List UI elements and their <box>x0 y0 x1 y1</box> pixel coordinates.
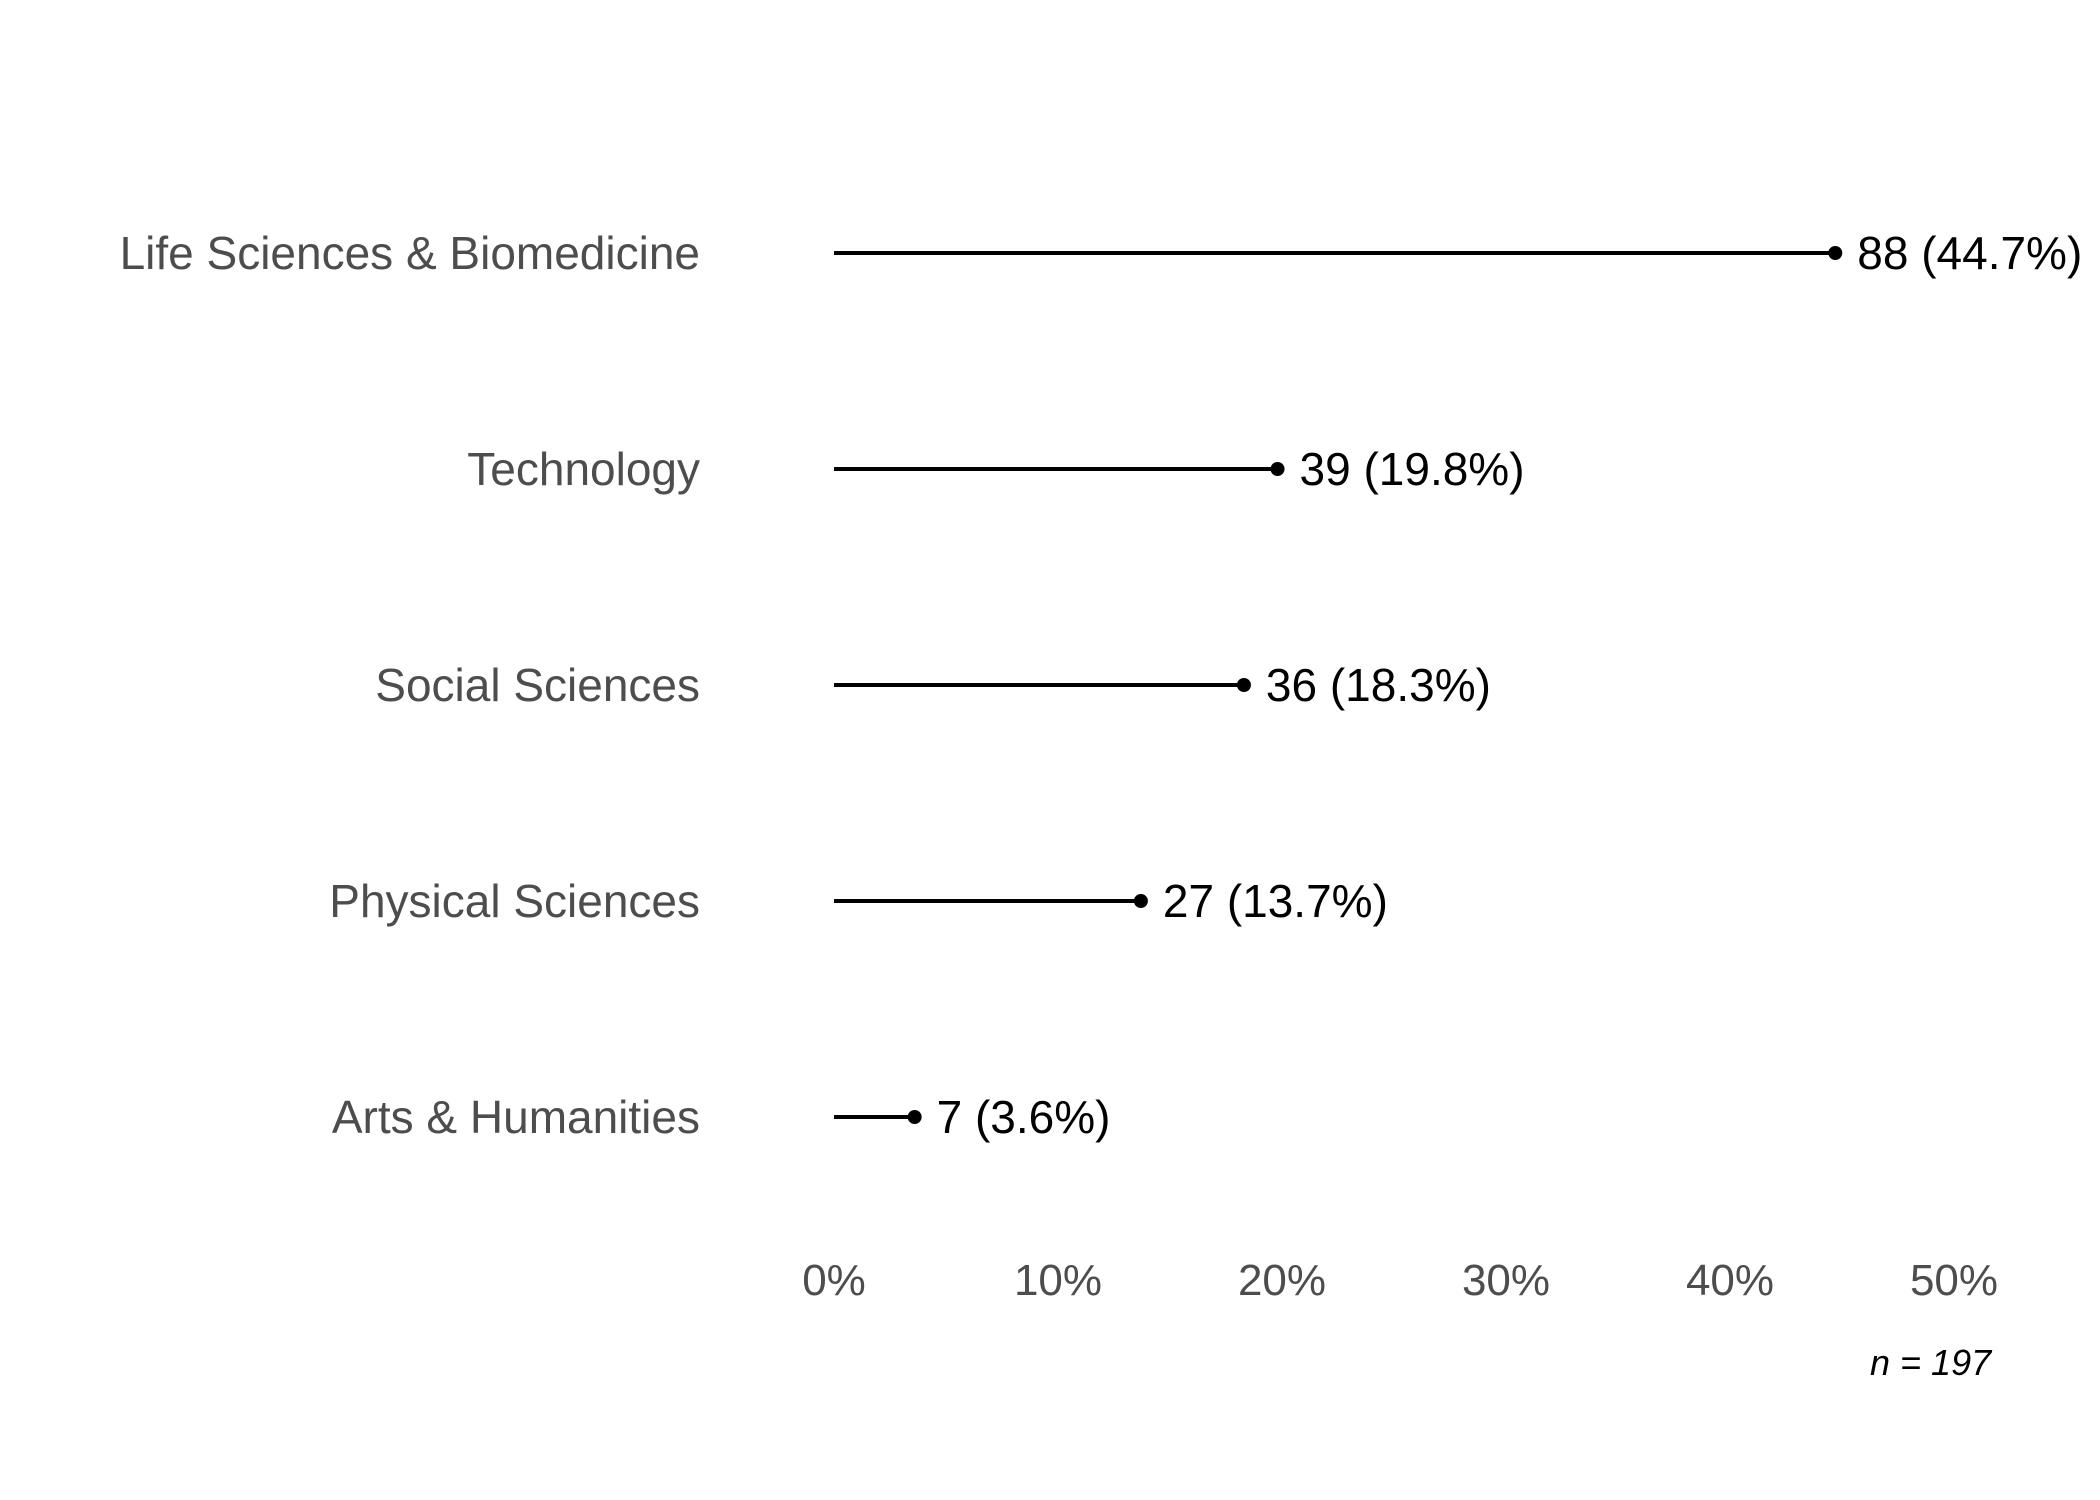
lollipop-point-life-sciences-and-biomedicine <box>1828 246 1843 260</box>
x-tick-label-40: 40% <box>1686 1256 1774 1305</box>
x-tick-label-0: 0% <box>802 1256 866 1305</box>
value-label-physical-sciences: 27 (13.7%) <box>1163 875 1388 927</box>
lollipop-point-technology <box>1270 462 1285 476</box>
x-tick-label-20: 20% <box>1238 1256 1326 1305</box>
value-label-social-sciences: 36 (18.3%) <box>1266 659 1491 711</box>
value-label-arts-and-humanities: 7 (3.6%) <box>937 1091 1111 1143</box>
lollipop-point-arts-and-humanities <box>907 1110 922 1124</box>
x-tick-label-50: 50% <box>1910 1256 1998 1305</box>
value-label-technology: 39 (19.8%) <box>1300 443 1525 495</box>
category-label-arts-and-humanities: Arts & Humanities <box>332 1091 700 1143</box>
x-tick-label-30: 30% <box>1462 1256 1550 1305</box>
value-label-life-sciences-and-biomedicine: 88 (44.7%) <box>1857 227 2082 279</box>
x-tick-label-10: 10% <box>1014 1256 1102 1305</box>
category-label-social-sciences: Social Sciences <box>375 659 700 711</box>
category-label-physical-sciences: Physical Sciences <box>329 875 700 927</box>
chart-rows: Life Sciences & Biomedicine 88 (44.7%) Tec… <box>120 227 2083 1143</box>
x-axis-ticks: 0% 10% 20% 30% 40% 50% <box>802 1256 1998 1305</box>
category-label-technology: Technology <box>467 443 700 495</box>
sample-size-note: n = 197 <box>1870 1342 1993 1383</box>
lollipop-point-physical-sciences <box>1133 894 1148 908</box>
category-label-life-sciences-and-biomedicine: Life Sciences & Biomedicine <box>120 227 700 279</box>
lollipop-point-social-sciences <box>1236 678 1251 692</box>
